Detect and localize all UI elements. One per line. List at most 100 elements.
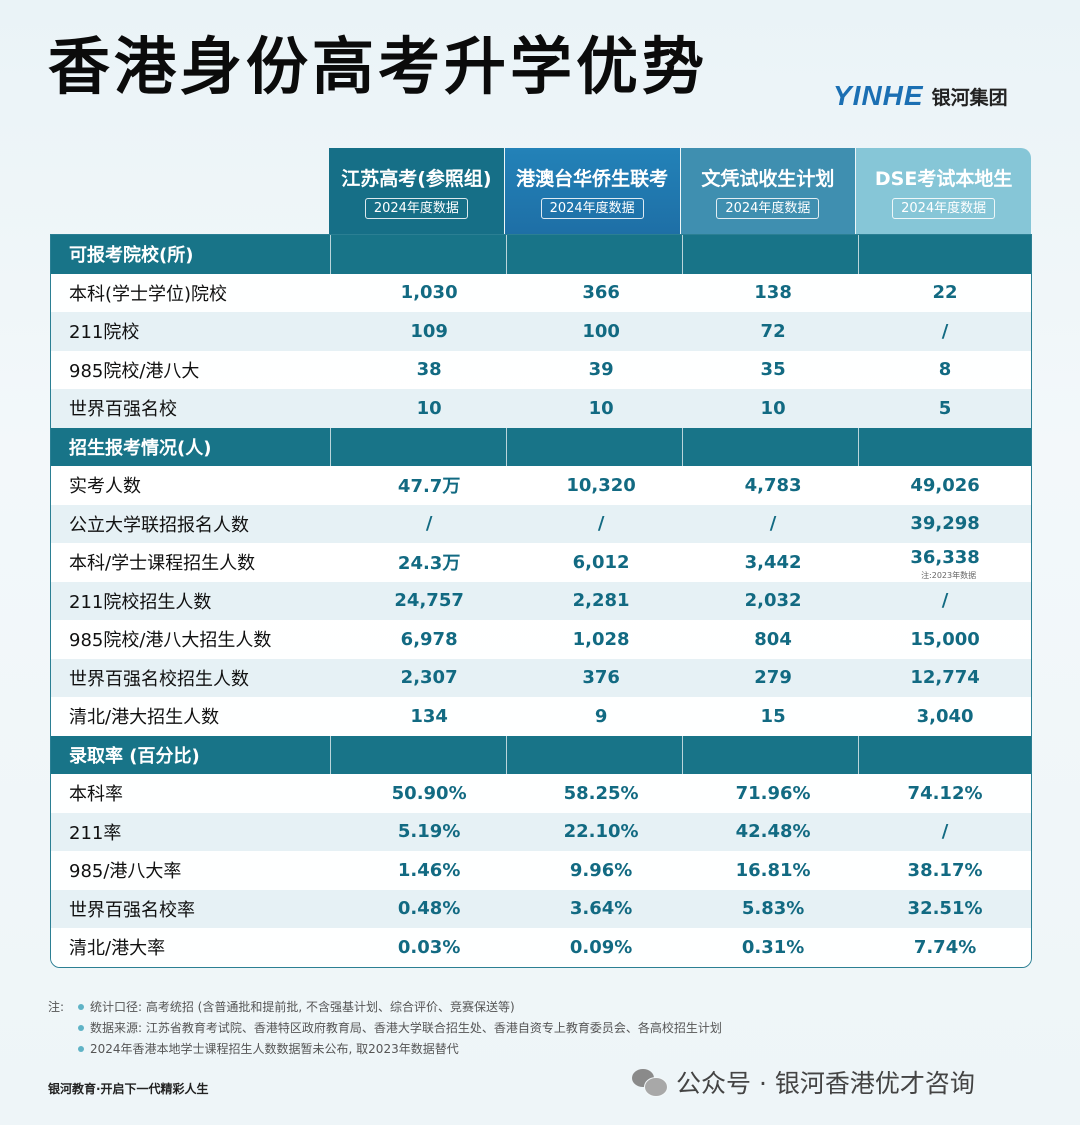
row-label: 985/港八大率 (69, 861, 182, 883)
table-cell: 9 (594, 705, 608, 727)
row-label: 985院校/港八大 (69, 360, 200, 382)
table-cell: / (425, 513, 433, 535)
table-row: 211率 5.19% 22.10% 42.48% / (51, 812, 1031, 851)
table-cell: / (597, 513, 605, 535)
brand: YINHE 银河集团 (833, 80, 1008, 112)
row-label: 本科/学士课程招生人数 (69, 553, 256, 575)
section-header: 招生报考情况(人) (51, 427, 1031, 466)
table-cell: / (769, 513, 777, 535)
table-row: 世界百强名校招生人数 2,307 376 279 12,774 (51, 658, 1031, 697)
bullet-icon (78, 1024, 84, 1031)
table-cell: 10 (416, 397, 442, 419)
cell-note: 注:2023年数据 (921, 570, 977, 580)
row-label: 清北/港大招生人数 (69, 707, 220, 729)
table-cell: 3,442 (744, 551, 802, 573)
table-cell: 5 (938, 397, 952, 419)
wechat-icon (632, 1069, 668, 1097)
table-cell: 279 (754, 667, 792, 689)
table-cell: 109 (410, 320, 448, 342)
column-header-dse-scheme: 文凭试收生计划 2024年度数据 (680, 148, 856, 234)
row-label: 实考人数 (69, 476, 141, 498)
section-header: 录取率 (百分比) (51, 735, 1031, 774)
table-cell: 47.7万 (397, 476, 461, 498)
table-cell: 0.48% (397, 898, 461, 920)
row-label: 世界百强名校招生人数 (69, 668, 249, 690)
table-cell: 12,774 (910, 667, 980, 689)
column-header-jiangsu: 江苏高考(参照组) 2024年度数据 (329, 148, 504, 234)
table-row: 公立大学联招报名人数 / / / 39,298 (51, 504, 1031, 543)
row-label: 211率 (69, 822, 122, 844)
table-cell: 2,281 (572, 590, 630, 612)
table-row: 世界百强名校 10 10 10 5 (51, 389, 1031, 428)
column-headers: 江苏高考(参照组) 2024年度数据 港澳台华侨生联考 2024年度数据 文凭试… (329, 148, 1031, 234)
row-label: 本科(学士学位)院校 (69, 283, 228, 305)
row-label: 本科率 (69, 784, 123, 806)
table-cell: 49,026 (910, 474, 980, 496)
page-title: 香港身份高考升学优势 (48, 30, 709, 103)
table-cell: 24.3万 (397, 553, 461, 575)
column-year-badge: 2024年度数据 (540, 197, 644, 219)
section-header: 可报考院校(所) (51, 235, 1031, 274)
table-row: 985院校/港八大招生人数 6,978 1,028 804 15,000 (51, 620, 1031, 659)
column-year-badge: 2024年度数据 (364, 197, 468, 219)
table-cell: 42.48% (735, 821, 811, 843)
row-label: 985院校/港八大招生人数 (69, 630, 272, 652)
table-cell: 10 (760, 397, 786, 419)
column-name: 港澳台华侨生联考 (516, 167, 669, 190)
table-cell: / (941, 590, 949, 612)
section-title: 招生报考情况(人) (69, 437, 212, 459)
comparison-table: 可报考院校(所) 本科(学士学位)院校 1,030 366 138 22 211院校 109 1… (50, 234, 1032, 968)
column-year-badge: 2024年度数据 (892, 197, 996, 219)
table-cell: 3,040 (916, 705, 974, 727)
table-cell: 71.96% (735, 782, 811, 804)
table-cell: / (941, 821, 949, 843)
table-cell: 1,028 (572, 628, 630, 650)
table-cell: 0.09% (569, 936, 633, 958)
table-cell: 24,757 (394, 590, 464, 612)
table-cell: 38.17% (907, 859, 983, 881)
table-cell: 8 (938, 359, 952, 381)
table-cell: 15 (760, 705, 786, 727)
table-cell: 100 (582, 320, 620, 342)
row-label: 世界百强名校率 (69, 899, 195, 921)
table-cell: 0.03% (397, 936, 461, 958)
notes: 注: 统计口径: 高考统招 (含普通批和提前批, 不含强基计划、综合评价、竞赛保送… (48, 996, 722, 1059)
brand-logo: YINHE (833, 80, 924, 111)
table-cell: 2,032 (744, 590, 802, 612)
table-cell: 36,338 注:2023年数据 (910, 546, 980, 580)
table-row: 清北/港大招生人数 134 9 15 3,040 (51, 697, 1031, 736)
column-name: DSE考试本地生 (874, 167, 1013, 190)
table-cell: 32.51% (907, 898, 983, 920)
wechat-account-label: 公众号 · 银河香港优才咨询 (676, 1069, 975, 1098)
footer-slogan: 银河教育·开启下一代精彩人生 (48, 1082, 209, 1096)
table-cell: 6,978 (400, 628, 458, 650)
notes-prefix: 注: (48, 1000, 65, 1014)
row-label: 清北/港大率 (69, 938, 166, 960)
row-label: 世界百强名校 (69, 399, 177, 421)
table-cell: 9.96% (569, 859, 633, 881)
table-cell: 58.25% (563, 782, 639, 804)
table-cell: 39,298 (910, 513, 980, 535)
section-title: 可报考院校(所) (69, 245, 194, 267)
table-cell: 6,012 (572, 551, 630, 573)
column-header-dse-local: DSE考试本地生 2024年度数据 (856, 148, 1031, 234)
table-row: 211院校 109 100 72 / (51, 312, 1031, 351)
table-cell: 3.64% (569, 898, 633, 920)
table-row: 实考人数 47.7万 10,320 4,783 49,026 (51, 466, 1031, 505)
bullet-icon (78, 1003, 84, 1010)
table-cell: 804 (754, 628, 792, 650)
section-title: 录取率 (百分比) (69, 745, 200, 767)
table-cell: 5.83% (741, 898, 805, 920)
table-cell: 72 (760, 320, 786, 342)
column-name: 江苏高考(参照组) (341, 167, 492, 190)
wechat-account: 公众号 · 银河香港优才咨询 (632, 1064, 975, 1100)
table-row: 985院校/港八大 38 39 35 8 (51, 350, 1031, 389)
table-cell: 366 (582, 282, 620, 304)
table-row: 985/港八大率 1.46% 9.96% 16.81% 38.17% (51, 851, 1031, 890)
column-name: 文凭试收生计划 (701, 167, 835, 190)
table-cell: 4,783 (744, 474, 802, 496)
row-label: 公立大学联招报名人数 (69, 514, 249, 536)
table-row: 211院校招生人数 24,757 2,281 2,032 / (51, 581, 1031, 620)
note-item: 2024年香港本地学士课程招生人数数据暂未公布, 取2023年数据替代 (90, 1042, 459, 1056)
table-cell: 38 (416, 359, 442, 381)
